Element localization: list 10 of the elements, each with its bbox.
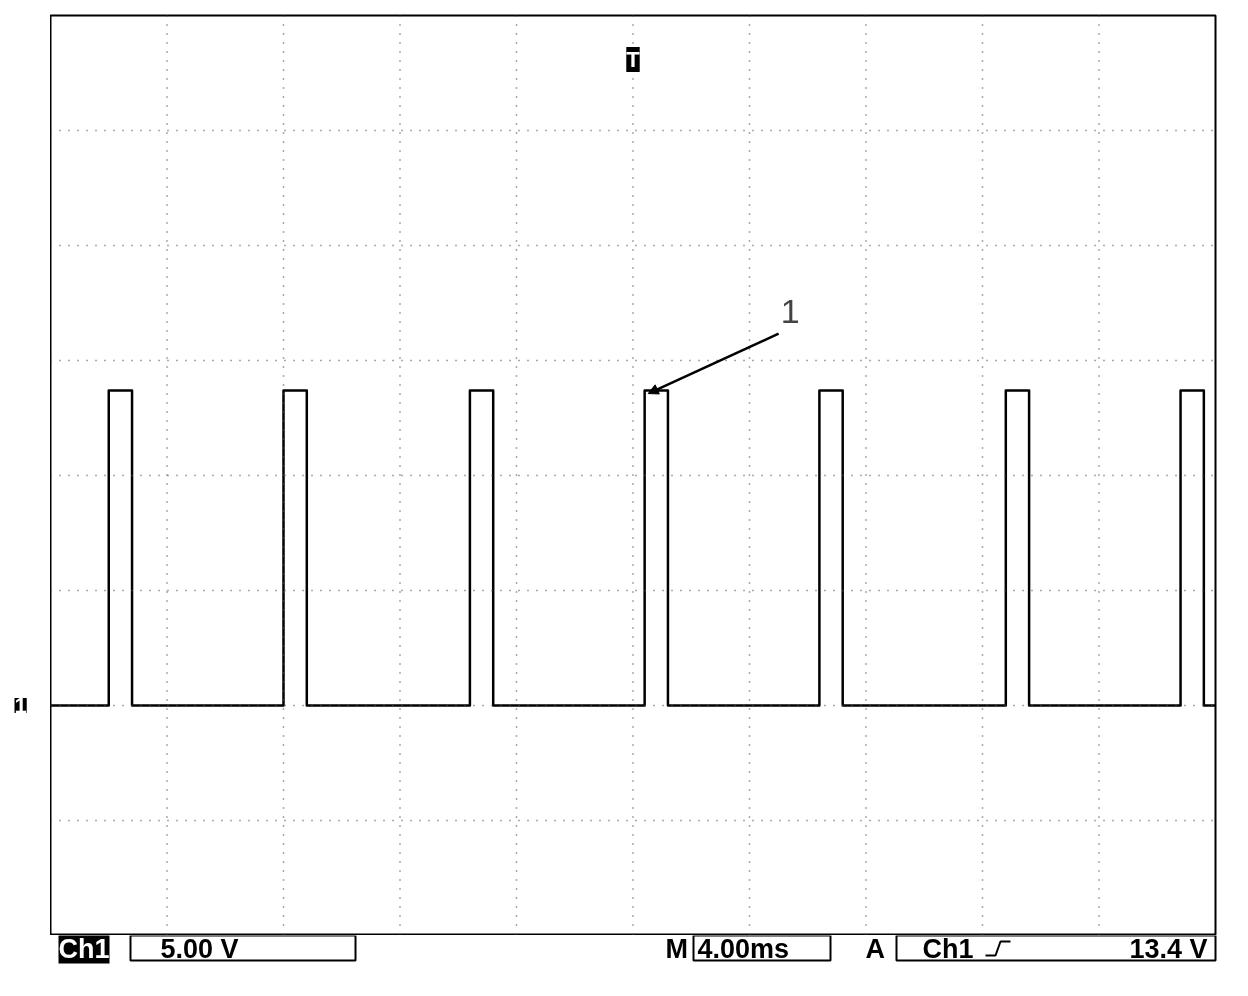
text: 5.00 V <box>160 933 239 964</box>
text: A <box>865 933 885 964</box>
text: 13.4 V <box>1129 933 1208 964</box>
text: 4.00ms <box>697 933 790 964</box>
text: Ch1 <box>922 933 974 964</box>
text: Ch1 <box>58 933 110 964</box>
text: M <box>665 933 688 964</box>
text: T <box>626 47 641 73</box>
text: 1 <box>14 693 27 718</box>
text: 1 <box>780 292 800 331</box>
